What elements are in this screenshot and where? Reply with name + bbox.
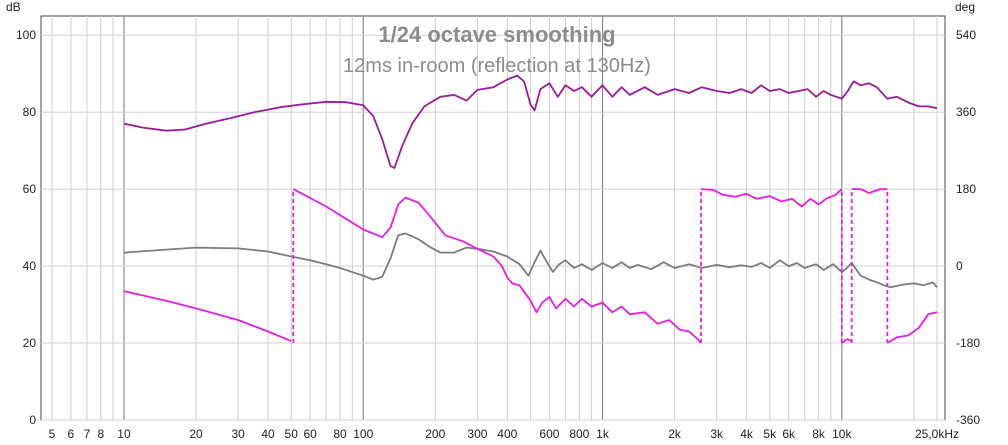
x-tick-label: 5k [763,427,777,441]
y2-tick-label: 360 [956,105,976,119]
y2-tick-label: 180 [956,182,976,196]
x-tick-label: 1k [596,427,610,441]
y2-tick-label: -180 [956,336,980,350]
x-tick-label: 50 [285,427,299,441]
y-tick-label: 60 [23,182,37,196]
x-tick-label: 200 [425,427,445,441]
x-tick-label: 5 [49,427,56,441]
x-tick-label: 3k [710,427,724,441]
series-layer [123,74,938,344]
x-tick-label: 4k [740,427,754,441]
x-tick-label: 8 [97,427,104,441]
y-tick-label: 80 [23,105,37,119]
right-unit-label: deg [955,0,975,14]
x-tick-label: 20 [189,427,203,441]
y-tick-label: 100 [16,28,36,42]
x-tick-label: 600 [539,427,559,441]
x-tick-label: 80 [333,427,347,441]
x-tick-label: 6k [782,427,796,441]
x-tick-label: 10k [832,427,852,441]
chart-title: 1/24 octave smoothing [378,22,615,47]
x-tick-label: 25,0kHz [915,427,959,441]
x-tick-label: 800 [569,427,589,441]
x-tick-label: 100 [353,427,373,441]
x-tick-label: 2k [668,427,682,441]
x-tick-label: 10 [117,427,131,441]
grid [41,16,945,421]
x-tick-label: 7 [84,427,91,441]
x-tick-label: 8k [812,427,826,441]
y2-tick-label: 0 [956,259,963,273]
x-tick-label: 30 [231,427,245,441]
y-tick-label: 40 [23,259,37,273]
x-tick-label: 6 [68,427,75,441]
x-tick-label: 400 [497,427,517,441]
series-line-2 [123,188,938,344]
left-unit-label: dB [6,0,21,14]
y-tick-label: 20 [23,336,37,350]
series-line-0 [123,74,938,169]
y2-tick-label: 540 [956,28,976,42]
x-tick-label: 40 [261,427,275,441]
plot-frame [40,15,946,421]
series-line-1 [123,232,938,289]
x-tick-label: 60 [303,427,317,441]
chart-subtitle: 12ms in-room (reflection at 130Hz) [343,55,651,77]
x-tick-label: 300 [467,427,487,441]
y2-tick-label: -360 [956,413,980,427]
y-tick-label: 0 [29,413,36,427]
tick-labels: 5 6 7 8 10 20 30 40 50 60 80 100 200 300 400 600 800 1k 2k… [16,28,980,441]
